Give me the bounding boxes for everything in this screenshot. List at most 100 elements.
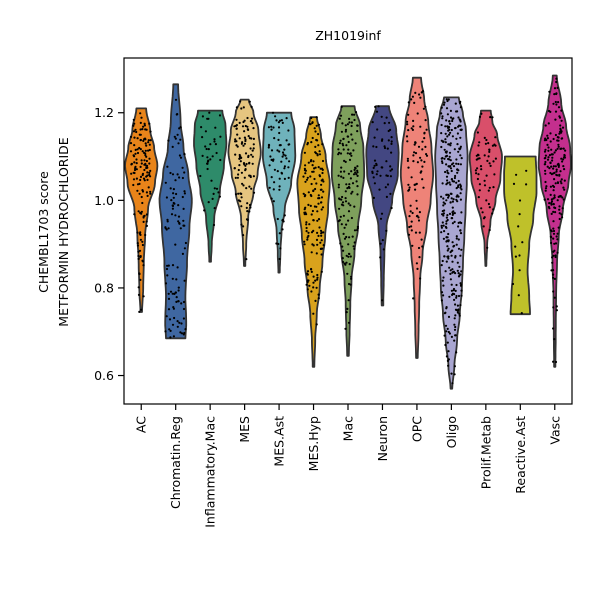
data-point xyxy=(483,184,487,187)
data-point xyxy=(449,272,452,275)
data-point xyxy=(444,343,447,347)
data-point xyxy=(168,328,171,331)
data-point xyxy=(451,293,454,296)
data-point xyxy=(317,166,320,169)
x-tick-label: MES.Hyp xyxy=(306,416,321,471)
data-point xyxy=(350,154,353,157)
data-point xyxy=(145,213,148,216)
data-point xyxy=(283,148,286,151)
data-point xyxy=(476,177,479,181)
data-point xyxy=(442,197,445,200)
data-point xyxy=(457,162,460,166)
data-point xyxy=(219,158,222,162)
data-point xyxy=(449,201,452,204)
data-point xyxy=(273,181,276,184)
data-point xyxy=(411,95,414,98)
data-point xyxy=(563,156,567,159)
data-point xyxy=(446,135,449,138)
data-point xyxy=(312,312,315,315)
data-point xyxy=(445,155,448,158)
data-point xyxy=(552,189,555,192)
data-point xyxy=(245,258,248,261)
data-point xyxy=(129,142,133,145)
data-point xyxy=(317,297,320,300)
data-point xyxy=(177,289,180,292)
data-point xyxy=(459,136,462,139)
data-point xyxy=(137,293,141,296)
data-point xyxy=(141,201,144,205)
data-point xyxy=(561,196,564,199)
data-point xyxy=(348,117,351,120)
data-point xyxy=(488,206,491,209)
data-point xyxy=(351,113,354,116)
data-point xyxy=(183,247,186,250)
data-point xyxy=(413,143,416,146)
data-point xyxy=(442,201,445,204)
data-point xyxy=(551,256,554,259)
data-point xyxy=(478,157,481,160)
data-point xyxy=(303,240,306,243)
data-point xyxy=(553,87,557,90)
data-point xyxy=(317,234,320,237)
data-point xyxy=(451,217,454,220)
data-point xyxy=(179,138,182,141)
data-point xyxy=(140,212,143,215)
data-point xyxy=(385,174,388,177)
data-point xyxy=(446,255,449,258)
data-point xyxy=(440,145,443,149)
data-point xyxy=(485,174,488,177)
data-point xyxy=(311,209,314,213)
data-point xyxy=(239,100,242,103)
data-point xyxy=(491,212,494,215)
chart-title: ZH1019inf xyxy=(315,28,381,43)
data-point xyxy=(184,328,187,331)
data-point xyxy=(445,236,448,239)
data-point xyxy=(337,186,340,189)
data-point xyxy=(492,160,495,163)
violin-body xyxy=(158,83,193,340)
data-point xyxy=(287,143,290,146)
data-point xyxy=(242,225,245,228)
data-point xyxy=(440,299,443,302)
data-point xyxy=(444,138,447,141)
data-point xyxy=(488,162,491,165)
data-point xyxy=(316,219,319,222)
data-point xyxy=(176,320,179,323)
data-point xyxy=(320,234,323,237)
data-point xyxy=(169,336,172,339)
data-point xyxy=(252,137,255,140)
data-point xyxy=(312,219,315,222)
data-point xyxy=(305,283,308,286)
data-point xyxy=(180,332,184,335)
data-point xyxy=(247,135,250,138)
data-point xyxy=(139,128,142,131)
data-point xyxy=(441,182,444,185)
data-point xyxy=(212,223,216,227)
data-point xyxy=(440,231,443,234)
data-point xyxy=(419,156,422,159)
data-point xyxy=(456,168,459,171)
data-point xyxy=(514,245,517,248)
data-point xyxy=(457,247,461,250)
x-tick-label: Prolif.Metab xyxy=(478,416,493,489)
data-point xyxy=(386,147,389,150)
data-point xyxy=(250,117,254,120)
data-point xyxy=(552,237,555,240)
data-point xyxy=(306,176,309,179)
data-point xyxy=(445,150,448,153)
data-point xyxy=(450,249,453,252)
violin-opc xyxy=(399,76,434,359)
data-point xyxy=(270,149,274,152)
data-point xyxy=(454,102,457,105)
data-point xyxy=(169,329,172,332)
data-point xyxy=(419,96,422,99)
data-point xyxy=(315,138,318,142)
data-point xyxy=(241,182,244,185)
data-point xyxy=(209,158,212,161)
data-point xyxy=(165,267,169,271)
data-point xyxy=(415,182,418,185)
data-point xyxy=(406,140,409,143)
data-point xyxy=(379,256,382,259)
data-point xyxy=(488,150,491,153)
data-point xyxy=(414,231,418,234)
